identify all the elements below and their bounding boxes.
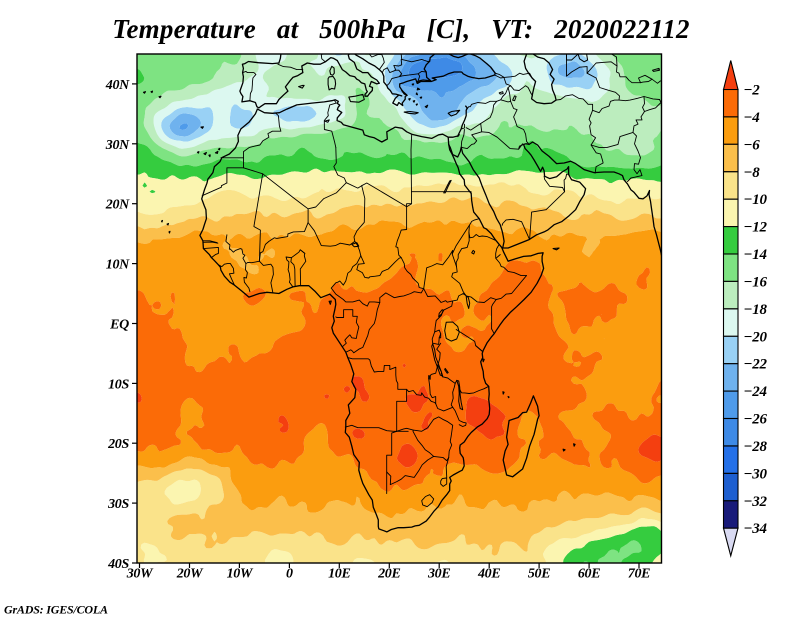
svg-text:70E: 70E <box>628 567 650 582</box>
svg-text:10E: 10E <box>328 567 350 582</box>
svg-text:−14: −14 <box>744 247 768 263</box>
svg-text:40E: 40E <box>477 567 500 582</box>
svg-text:−2: −2 <box>744 83 761 99</box>
svg-text:40N: 40N <box>105 78 130 93</box>
svg-text:30N: 30N <box>105 138 130 153</box>
svg-text:20E: 20E <box>377 567 400 582</box>
svg-text:−18: −18 <box>744 302 768 318</box>
svg-text:0: 0 <box>286 567 293 582</box>
svg-text:10N: 10N <box>106 258 130 273</box>
svg-text:20S: 20S <box>107 437 129 452</box>
svg-text:−24: −24 <box>744 384 768 400</box>
svg-text:−4: −4 <box>744 110 761 126</box>
svg-text:GrADS: IGES/COLA: GrADS: IGES/COLA <box>4 603 108 617</box>
svg-text:30S: 30S <box>107 497 129 512</box>
svg-text:−32: −32 <box>744 494 768 510</box>
svg-text:40S: 40S <box>107 557 129 572</box>
svg-text:10W: 10W <box>227 567 254 582</box>
svg-text:EQ: EQ <box>109 318 129 333</box>
svg-text:−12: −12 <box>744 220 768 236</box>
svg-text:−16: −16 <box>744 274 768 290</box>
svg-text:20W: 20W <box>176 567 204 582</box>
svg-text:Temperature at 500hPa [C],: Temperature at 500hPa [C], VT: 202002211… <box>112 14 689 44</box>
svg-text:50E: 50E <box>528 567 550 582</box>
svg-text:30E: 30E <box>427 567 450 582</box>
svg-text:−6: −6 <box>744 137 761 153</box>
svg-text:−34: −34 <box>744 521 768 537</box>
svg-text:−8: −8 <box>744 165 761 181</box>
svg-text:−22: −22 <box>744 357 768 373</box>
svg-text:60E: 60E <box>578 567 600 582</box>
svg-text:−20: −20 <box>744 329 768 345</box>
svg-text:−10: −10 <box>744 192 768 208</box>
svg-text:10S: 10S <box>108 377 129 392</box>
svg-text:−30: −30 <box>744 466 768 482</box>
svg-text:−26: −26 <box>744 412 768 428</box>
svg-text:20N: 20N <box>105 198 130 213</box>
svg-text:−28: −28 <box>744 439 768 455</box>
svg-text:30W: 30W <box>126 567 154 582</box>
